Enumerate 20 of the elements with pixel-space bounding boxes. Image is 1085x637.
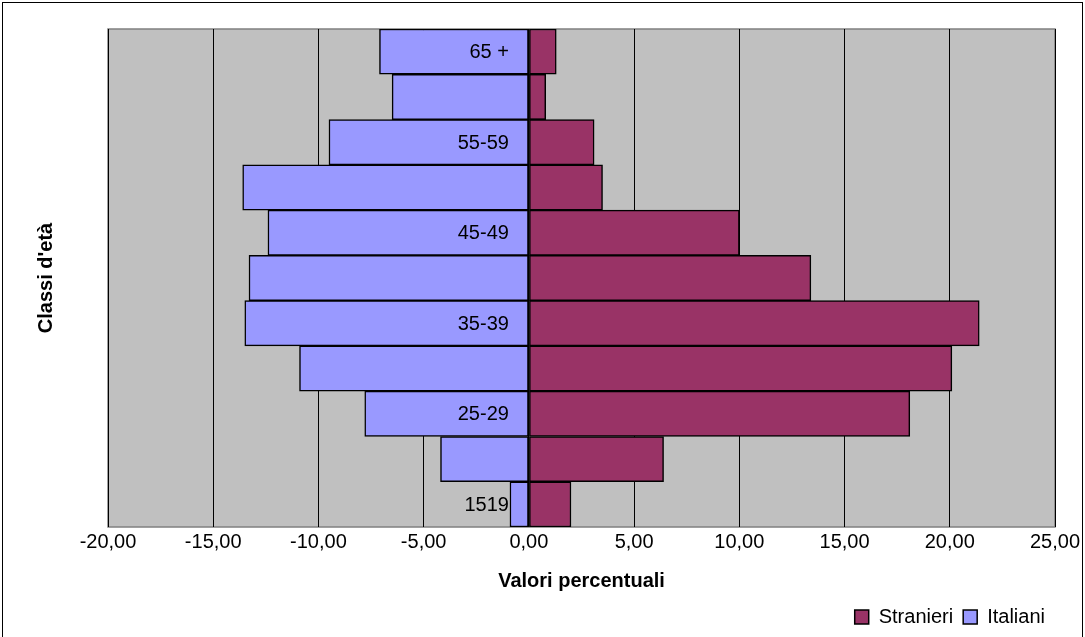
y-tick-label: 45-49 xyxy=(457,221,509,244)
x-tick-label: 0,00 xyxy=(509,529,549,552)
y-tick-label: 55-59 xyxy=(457,130,509,153)
x-tick-label: -5,00 xyxy=(400,529,447,552)
y-tick-label: 65 + xyxy=(469,40,509,63)
x-tick-label: 25,00 xyxy=(1029,529,1081,552)
x-axis-title: Valori percentuali xyxy=(498,568,665,591)
x-tick-label: -10,00 xyxy=(290,529,347,552)
legend-label: Stranieri xyxy=(878,604,954,627)
x-tick-label: 20,00 xyxy=(924,529,975,552)
x-tick-label: -20,00 xyxy=(79,529,137,552)
x-tick-label: 5,00 xyxy=(614,529,654,552)
legend-label: Italiani xyxy=(987,604,1045,627)
y-axis-title: Classi d'età xyxy=(33,221,56,334)
x-tick-label: 15,00 xyxy=(819,529,870,552)
y-tick-label: 25-29 xyxy=(457,402,509,425)
y-tick-label: 1519 xyxy=(464,492,509,515)
x-tick-label: -15,00 xyxy=(184,529,242,552)
x-tick-label: 10,00 xyxy=(714,529,765,552)
y-tick-label: 35-39 xyxy=(457,311,509,334)
